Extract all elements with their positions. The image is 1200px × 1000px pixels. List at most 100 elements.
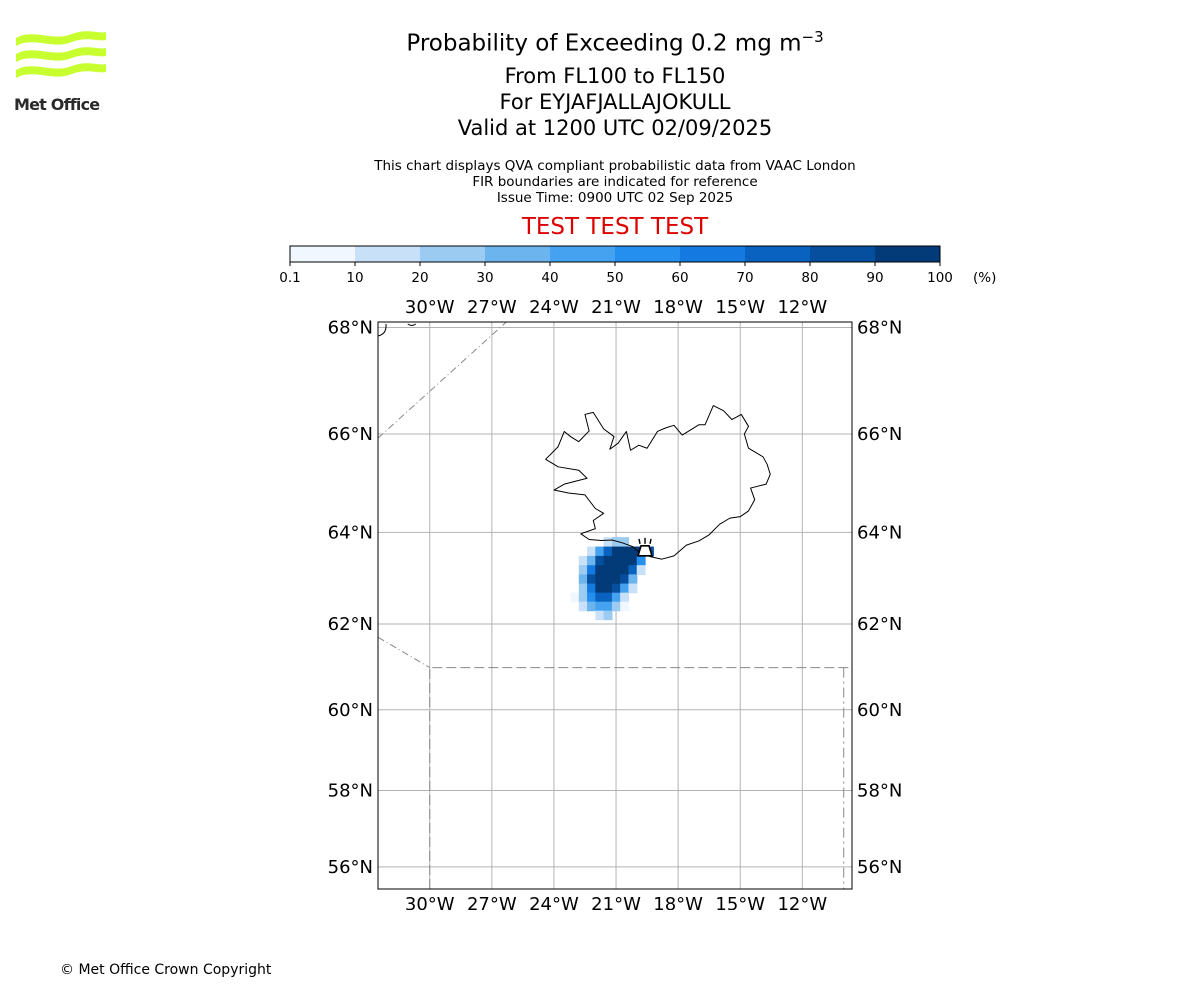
plume-cell xyxy=(578,574,588,585)
longitude-label: 24°W xyxy=(529,297,579,318)
latitude-label: 60°N xyxy=(857,700,902,721)
plume-cell xyxy=(603,555,613,566)
colorbar-tick-label: 0.1 xyxy=(279,270,300,286)
coastline xyxy=(377,323,771,560)
plume-cell xyxy=(611,546,621,557)
plume-cell xyxy=(595,592,605,603)
map-gridlines xyxy=(378,322,852,889)
latitude-label: 64°N xyxy=(328,522,373,543)
longitude-label: 27°W xyxy=(467,297,517,318)
plume-cell xyxy=(578,592,588,603)
plume-cell xyxy=(620,583,630,594)
plume-cell xyxy=(636,565,646,576)
longitude-label: 21°W xyxy=(591,894,641,910)
plume-cell xyxy=(603,592,613,603)
colorbar-segment xyxy=(550,246,616,262)
plume-cell xyxy=(603,583,613,594)
latitude-label: 56°N xyxy=(857,857,902,878)
latitude-label: 68°N xyxy=(328,318,373,339)
plume-cell xyxy=(587,555,596,566)
colorbar-segment xyxy=(810,246,876,262)
colorbar-segment xyxy=(745,246,811,262)
colorbar-tick-label: 50 xyxy=(606,270,623,286)
plume-cell xyxy=(587,583,596,594)
test-banner: TEST TEST TEST xyxy=(521,214,709,240)
plume-cell xyxy=(628,565,638,576)
plume-cell xyxy=(620,537,630,548)
plume-cell xyxy=(595,565,605,576)
iceland-coastline xyxy=(545,405,771,560)
chart-title: Probability of Exceeding 0.2 mg m−3 xyxy=(0,28,1200,57)
plume-cell xyxy=(595,583,605,594)
colorbar-tick-label: 100 xyxy=(927,270,953,286)
longitude-label: 15°W xyxy=(715,894,765,910)
chart-description: This chart displays QVA compliant probab… xyxy=(374,158,856,174)
title-main: Probability of Exceeding 0.2 mg m xyxy=(406,30,802,57)
plume-cell xyxy=(587,565,596,576)
plume-cell xyxy=(611,592,621,603)
latitude-label: 60°N xyxy=(328,700,373,721)
plume-cell xyxy=(578,601,588,612)
fir-boundaries xyxy=(377,321,852,889)
volcano-ash-lines xyxy=(638,537,652,544)
greenland-coastline xyxy=(377,323,387,337)
valid-time: Valid at 1200 UTC 02/09/2025 xyxy=(457,116,773,140)
plume-cell xyxy=(587,592,596,603)
plume-cell xyxy=(636,555,646,566)
fir-note: FIR boundaries are indicated for referen… xyxy=(472,174,758,190)
map-axis-labels: 30°W 30°W 27°W 27°W 24°W 24°W 21°W 21°W 18°W 18°W… xyxy=(328,297,903,910)
plume-cell xyxy=(587,601,596,612)
longitude-label: 30°W xyxy=(405,894,455,910)
map-frame xyxy=(377,321,853,890)
plume-cell xyxy=(603,546,613,557)
plume-cell xyxy=(620,565,630,576)
colorbar-tick-label: 20 xyxy=(411,270,428,286)
plume-cell xyxy=(628,546,638,557)
logo-text: Met Office xyxy=(14,95,100,114)
met-office-logo: Met Office xyxy=(14,28,110,114)
plume-cell xyxy=(570,592,580,603)
plume-cell xyxy=(628,555,638,566)
plume-cell xyxy=(595,574,605,585)
plume-cell xyxy=(611,601,621,612)
longitude-label: 12°W xyxy=(777,894,827,910)
colorbar-tick-label: 60 xyxy=(671,270,688,286)
colorbar-tick-label: 90 xyxy=(866,270,883,286)
colorbar-segment xyxy=(615,246,681,262)
ash-probability-field xyxy=(570,537,654,621)
plume-cell xyxy=(578,555,588,566)
plume-cell xyxy=(595,601,605,612)
plume-cell xyxy=(603,574,613,585)
latitude-label: 56°N xyxy=(328,857,373,878)
plume-cell xyxy=(628,574,638,585)
colorbar-segment xyxy=(485,246,551,262)
plume-cell xyxy=(620,546,630,557)
fir-boundary-line xyxy=(377,321,507,439)
colorbar-segment xyxy=(355,246,421,262)
latitude-label: 66°N xyxy=(328,424,373,445)
latitude-label: 66°N xyxy=(857,424,902,445)
colorbar-segment xyxy=(290,246,356,262)
plume-cell xyxy=(595,546,605,557)
plume-cell xyxy=(611,537,621,548)
longitude-label: 24°W xyxy=(529,894,579,910)
longitude-label: 30°W xyxy=(405,297,455,318)
longitude-label: 15°W xyxy=(715,297,765,318)
latitude-label: 62°N xyxy=(328,614,373,635)
flight-level-range: From FL100 to FL150 xyxy=(504,64,726,88)
latitude-label: 68°N xyxy=(857,318,902,339)
logo-waves-icon xyxy=(16,31,106,78)
volcano-icon xyxy=(636,537,654,557)
plume-cell xyxy=(620,574,630,585)
latitude-label: 58°N xyxy=(857,781,902,802)
longitude-label: 18°W xyxy=(653,297,703,318)
colorbar-tick-label: 40 xyxy=(541,270,558,286)
plume-cell xyxy=(595,610,605,621)
colorbar-tick-label: 10 xyxy=(346,270,363,286)
fir-boundary-line xyxy=(377,636,430,669)
plume-cell xyxy=(587,574,596,585)
latitude-label: 58°N xyxy=(328,781,373,802)
greenland-coastline xyxy=(407,323,417,326)
map: 30°W 30°W 27°W 27°W 24°W 24°W 21°W 21°W 18°W 18°W… xyxy=(328,297,903,910)
plume-cell xyxy=(628,583,638,594)
